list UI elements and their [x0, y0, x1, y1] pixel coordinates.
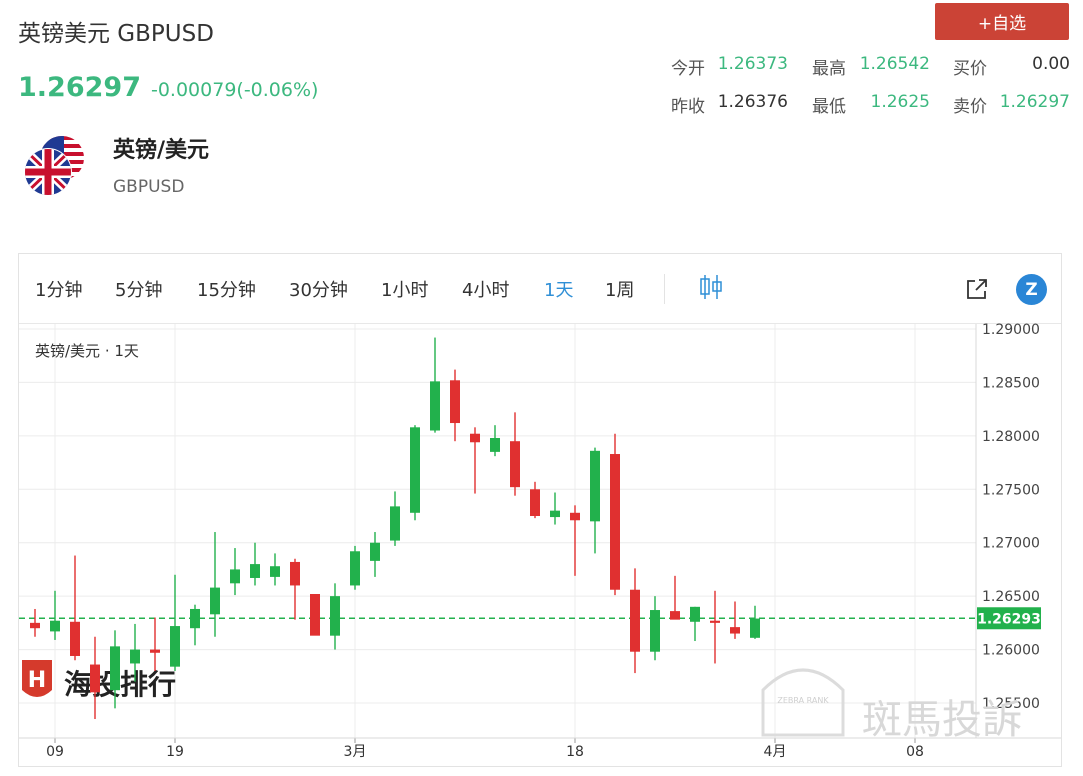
timeframe-30min[interactable]: 30分钟: [289, 280, 348, 301]
candle-body: [250, 564, 260, 578]
candle-body: [590, 450, 600, 522]
candle-body: [750, 618, 760, 638]
x-tick-label: 08: [906, 744, 924, 760]
y-tick-label: 1.28500: [982, 375, 1040, 391]
prev-close-label: 昨收: [671, 97, 705, 117]
candle-body: [690, 606, 700, 622]
timeframe-5min[interactable]: 5分钟: [115, 280, 163, 301]
candle-body: [570, 512, 580, 521]
candlestick-type-icon[interactable]: [699, 274, 723, 300]
prev-close-value: 1.26376: [717, 92, 788, 112]
page-title: 英镑美元 GBPUSD: [18, 21, 214, 47]
price-row: 1.26297 -0.00079(-0.06%): [18, 72, 318, 103]
timeframe-1w[interactable]: 1周: [605, 280, 635, 301]
y-tick-label: 1.27000: [982, 536, 1040, 552]
candle-body: [130, 649, 140, 664]
add-watchlist-button[interactable]: +自选: [935, 3, 1069, 40]
current-price-tag: [977, 607, 1041, 630]
candle-body: [710, 620, 720, 623]
y-tick-label: 1.27500: [982, 482, 1040, 498]
chart-panel: 1分钟 5分钟 15分钟 30分钟 1小时 4小时 1天 1周 Z: [18, 253, 1062, 767]
candle-body: [670, 611, 680, 620]
price-change: -0.00079(-0.06%): [150, 79, 319, 101]
candle-body: [450, 380, 460, 424]
high-label: 最高: [812, 59, 846, 79]
x-tick-label: 3月: [344, 744, 367, 760]
pair-name: 英镑/美元: [113, 138, 210, 163]
open-value: 1.26373: [717, 54, 788, 74]
bid-label: 买价: [953, 59, 987, 79]
candle-body: [490, 437, 500, 452]
bid-value: 0.00: [1032, 54, 1070, 74]
low-label: 最低: [812, 97, 846, 117]
quote-stats: 今开 1.26373 最高 1.26542 买价 0.00 昨收 1.26376…: [0, 52, 1083, 132]
ask-label: 卖价: [953, 97, 987, 117]
open-label: 今开: [671, 59, 705, 79]
candle-body: [190, 608, 200, 629]
candle-body: [410, 427, 420, 513]
candle-body: [330, 596, 340, 636]
external-link-icon[interactable]: [965, 277, 989, 301]
candle-body: [70, 621, 80, 656]
y-tick-label: 1.28000: [982, 429, 1040, 445]
chart-toolbar: 1分钟 5分钟 15分钟 30分钟 1小时 4小时 1天 1周 Z: [19, 254, 1061, 324]
x-tick-label: 4月: [764, 744, 787, 760]
brand-z-icon[interactable]: Z: [1016, 274, 1047, 305]
candle-body: [430, 381, 440, 431]
candle-body: [470, 433, 480, 443]
low-value: 1.2625: [870, 92, 930, 112]
candle-body: [150, 649, 160, 653]
x-tick-label: 19: [166, 744, 184, 760]
watermark-left: 海投排行: [64, 668, 176, 701]
watermark-badge-text: ZEBRA RANK: [777, 696, 829, 705]
timeframe-1h[interactable]: 1小时: [381, 280, 429, 301]
candle-body: [210, 587, 220, 615]
y-tick-label: 1.26500: [982, 589, 1040, 605]
last-price: 1.26297: [18, 72, 141, 103]
candle-body: [510, 441, 520, 488]
candle-body: [170, 626, 180, 667]
high-value: 1.26542: [859, 54, 930, 74]
watermark-badge-icon: [761, 668, 845, 737]
gb-us-flag-icon: [24, 136, 84, 196]
candle-body: [230, 569, 240, 584]
current-price-label: 1.26293: [977, 611, 1041, 627]
y-tick-label: 1.29000: [982, 322, 1040, 338]
watermark-shield-letter: H: [28, 668, 46, 693]
candle-body: [270, 566, 280, 577]
x-tick-label: 09: [46, 744, 64, 760]
watermark-right: 斑馬投訴: [862, 697, 1022, 743]
watermark-shield-icon: [22, 660, 52, 697]
y-tick-label: 1.26000: [982, 643, 1040, 659]
x-tick-label: 18: [566, 744, 584, 760]
candle-body: [370, 542, 380, 561]
candle-body: [730, 627, 740, 634]
candle-body: [610, 454, 620, 590]
candle-body: [50, 620, 60, 632]
timeframe-15min[interactable]: 15分钟: [197, 280, 256, 301]
candle-body: [650, 610, 660, 652]
candle-body: [90, 664, 100, 693]
candle-body: [630, 589, 640, 652]
ask-value: 1.26297: [999, 92, 1070, 112]
pair-code: GBPUSD: [113, 177, 185, 197]
candle-body: [350, 551, 360, 586]
candle-body: [110, 646, 120, 691]
candle-body: [550, 510, 560, 518]
timeframe-4h[interactable]: 4小时: [462, 280, 510, 301]
candle-body: [30, 622, 40, 629]
chart-legend: 英镑/美元 · 1天: [35, 342, 139, 360]
candle-body: [530, 489, 540, 516]
candle-body: [310, 594, 320, 636]
toolbar-divider: [664, 274, 665, 304]
candle-body: [290, 561, 300, 586]
y-tick-label: 1.25500: [982, 696, 1040, 712]
timeframe-1min[interactable]: 1分钟: [35, 280, 83, 301]
timeframe-1d[interactable]: 1天: [544, 280, 574, 301]
candle-body: [390, 506, 400, 541]
